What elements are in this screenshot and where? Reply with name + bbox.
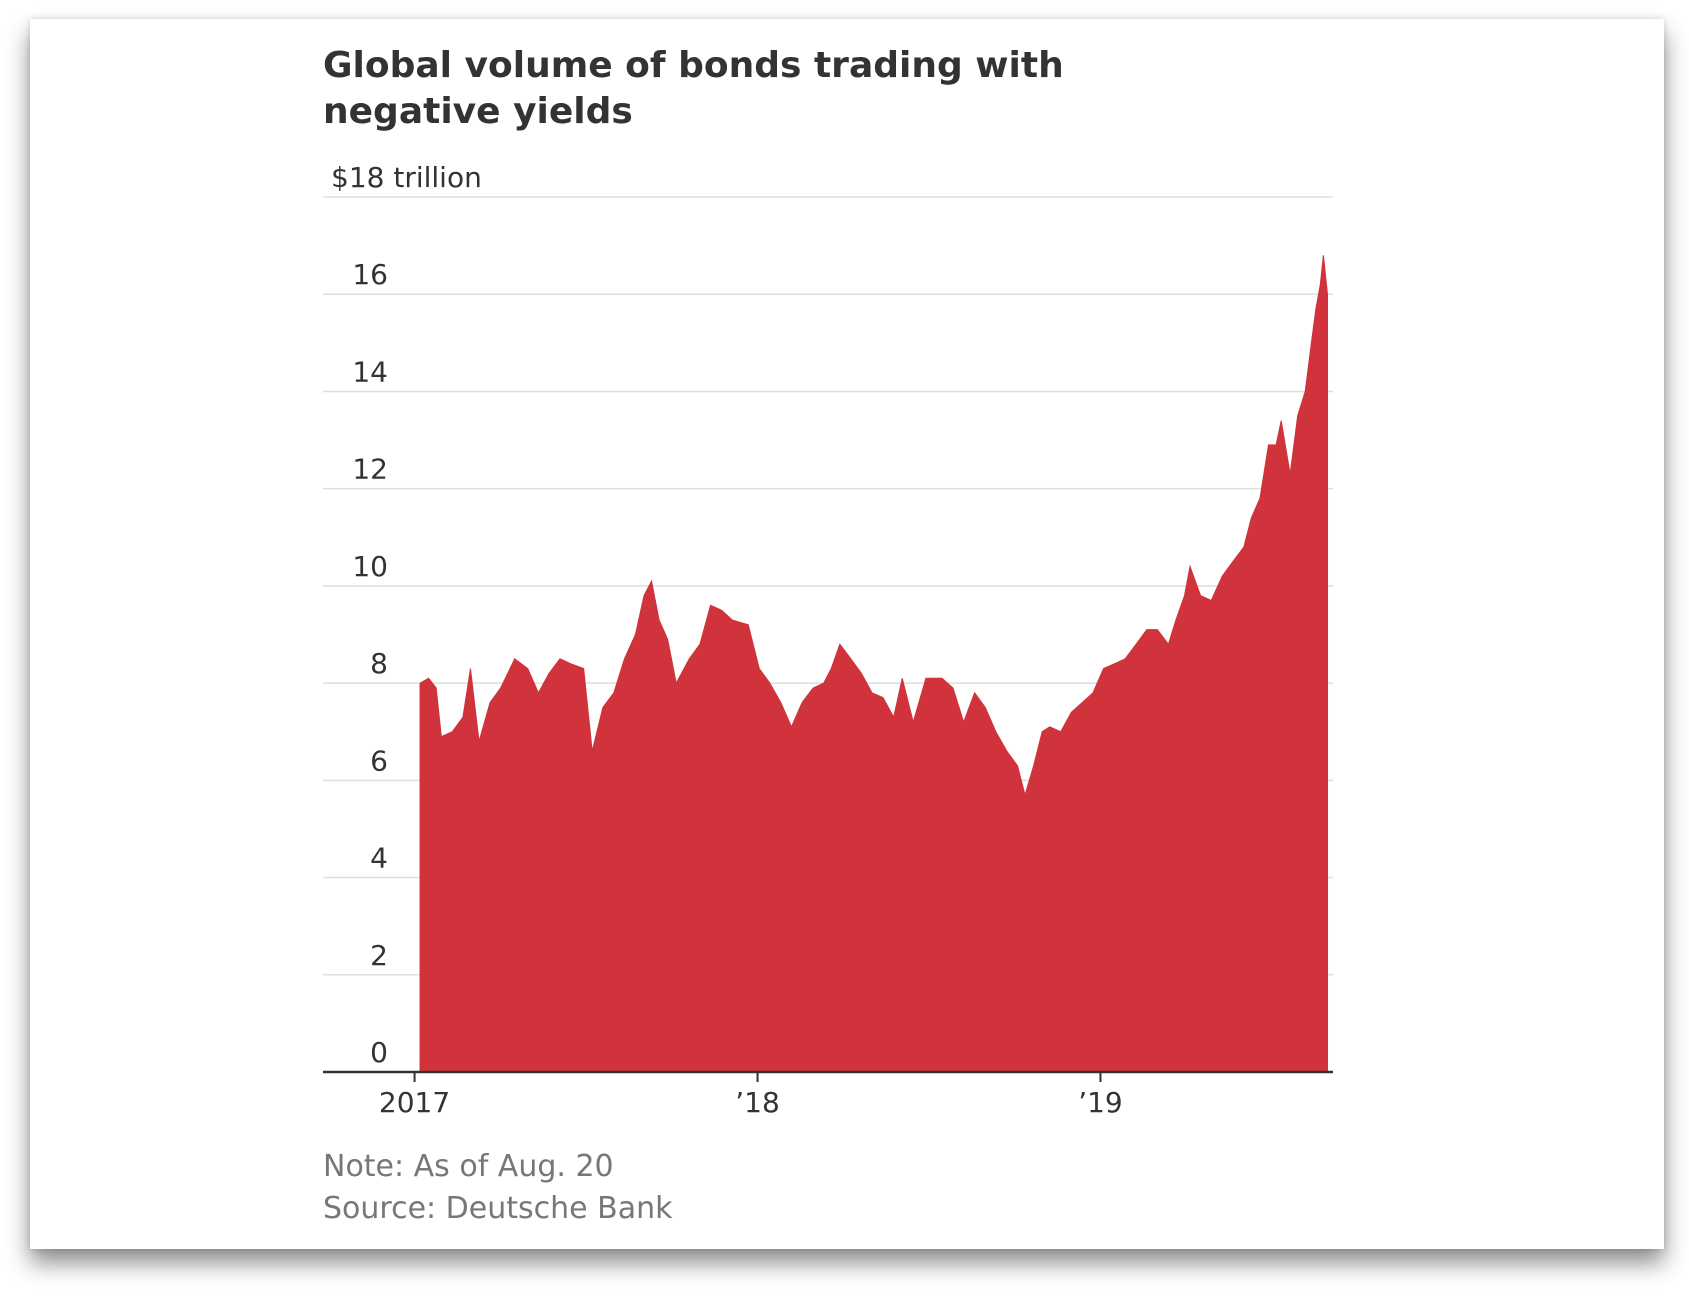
x-tick-label: 2017 bbox=[379, 1086, 450, 1119]
y-tick-label: $18 trillion bbox=[331, 161, 482, 194]
source: Source: Deutsche Bank bbox=[323, 1191, 673, 1226]
y-tick-label: 16 bbox=[352, 258, 388, 291]
y-tick-label: 2 bbox=[370, 939, 388, 972]
y-tick-label: 8 bbox=[370, 647, 388, 680]
x-tick-label: ’19 bbox=[1078, 1086, 1123, 1119]
y-tick-label: 14 bbox=[352, 355, 388, 388]
y-tick-label: 4 bbox=[370, 842, 388, 875]
y-tick-label: 10 bbox=[352, 550, 388, 583]
y-tick-label: 0 bbox=[370, 1036, 388, 1069]
chart-title: Global volume of bonds trading with bbox=[323, 45, 1064, 86]
area bbox=[419, 255, 1329, 1073]
x-tick-label: ’18 bbox=[735, 1086, 780, 1119]
note: Note: As of Aug. 20 bbox=[323, 1149, 614, 1184]
y-tick-label: 6 bbox=[370, 744, 388, 777]
y-tick-label: 12 bbox=[352, 453, 388, 486]
chart-title: negative yields bbox=[323, 91, 633, 132]
